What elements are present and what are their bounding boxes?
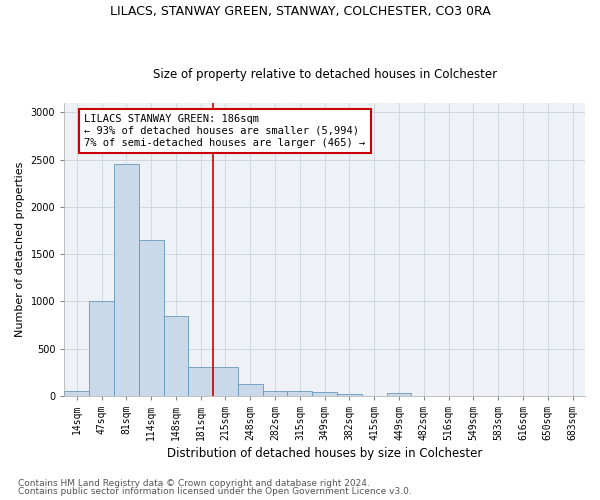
Bar bbox=[386, 393, 412, 396]
X-axis label: Distribution of detached houses by size in Colchester: Distribution of detached houses by size … bbox=[167, 447, 482, 460]
Text: LILACS, STANWAY GREEN, STANWAY, COLCHESTER, CO3 0RA: LILACS, STANWAY GREEN, STANWAY, COLCHEST… bbox=[110, 5, 490, 18]
Bar bbox=[238, 384, 263, 396]
Bar bbox=[89, 302, 114, 396]
Title: Size of property relative to detached houses in Colchester: Size of property relative to detached ho… bbox=[152, 68, 497, 81]
Text: Contains public sector information licensed under the Open Government Licence v3: Contains public sector information licen… bbox=[18, 487, 412, 496]
Bar bbox=[139, 240, 164, 396]
Bar bbox=[287, 391, 312, 396]
Bar bbox=[337, 394, 362, 396]
Bar bbox=[164, 316, 188, 396]
Bar bbox=[114, 164, 139, 396]
Bar bbox=[188, 368, 213, 396]
Bar bbox=[263, 391, 287, 396]
Text: Contains HM Land Registry data © Crown copyright and database right 2024.: Contains HM Land Registry data © Crown c… bbox=[18, 478, 370, 488]
Bar bbox=[64, 391, 89, 396]
Y-axis label: Number of detached properties: Number of detached properties bbox=[15, 162, 25, 337]
Bar bbox=[312, 392, 337, 396]
Text: LILACS STANWAY GREEN: 186sqm
← 93% of detached houses are smaller (5,994)
7% of : LILACS STANWAY GREEN: 186sqm ← 93% of de… bbox=[84, 114, 365, 148]
Bar bbox=[213, 368, 238, 396]
